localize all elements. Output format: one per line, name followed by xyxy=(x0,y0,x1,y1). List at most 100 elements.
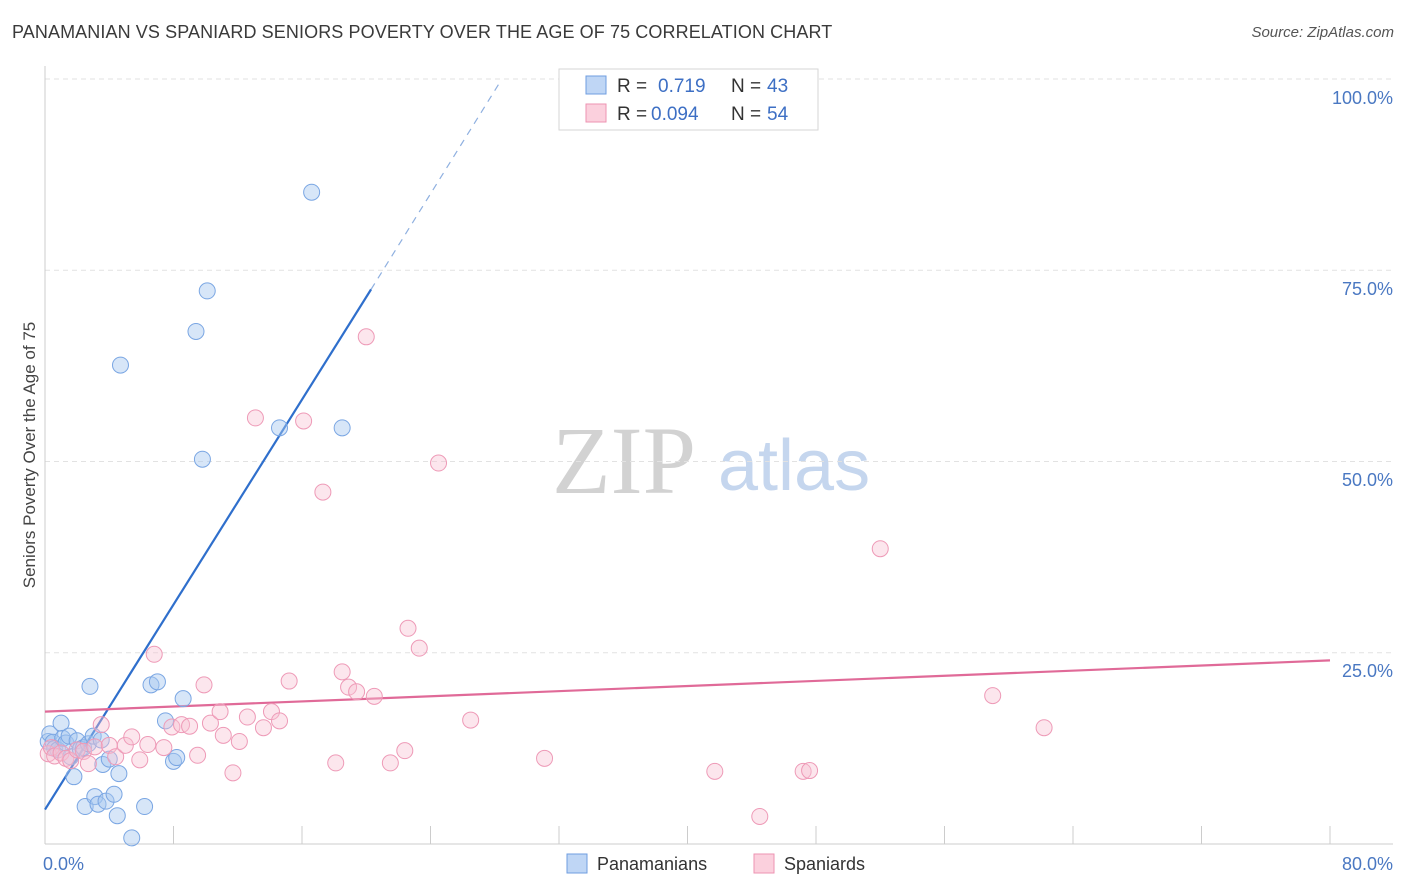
spaniards-point xyxy=(62,752,80,770)
spaniards-point xyxy=(984,687,1002,705)
panamanians-point xyxy=(52,714,70,732)
spaniards-point xyxy=(314,483,332,501)
panamanians-point xyxy=(333,419,351,437)
spaniards-point xyxy=(462,711,480,729)
panamanians-point xyxy=(198,282,216,300)
spaniards-point xyxy=(145,645,163,663)
spaniards-point xyxy=(348,683,366,701)
spaniards-point xyxy=(271,712,289,730)
spaniards-point xyxy=(365,687,383,705)
spaniards-point xyxy=(327,754,345,772)
spaniards-point xyxy=(211,703,229,721)
y-tick-label: 75.0% xyxy=(1342,279,1393,299)
panamanians-point xyxy=(105,785,123,803)
spaniards-point xyxy=(79,755,97,773)
panamanians-point xyxy=(168,749,186,767)
panamanians-point xyxy=(108,807,126,825)
spaniards-point xyxy=(155,739,173,757)
panamanians-point xyxy=(81,677,99,695)
spaniards-point xyxy=(254,719,272,737)
spaniards-point xyxy=(230,732,248,750)
spaniards-point xyxy=(68,741,86,759)
spaniards-point xyxy=(357,328,375,346)
spaniards-point xyxy=(399,619,417,637)
spaniards-point xyxy=(181,717,199,735)
trend-lines xyxy=(44,82,1331,811)
panamanians-point xyxy=(156,712,174,730)
source-credit: Source: ZipAtlas.com xyxy=(1251,24,1394,41)
spaniards-point xyxy=(340,678,358,696)
spaniards-point xyxy=(92,716,110,734)
spaniards-point xyxy=(295,412,313,430)
spaniards-point xyxy=(396,742,414,760)
tick-labels: 100.0% 75.0% 50.0% 25.0% 0.0% 80.0% xyxy=(43,88,1393,874)
panamanians-swatch xyxy=(585,75,607,95)
y-tick-label: 100.0% xyxy=(1332,88,1393,108)
panamanians-point xyxy=(100,750,118,768)
y-tick-label: 50.0% xyxy=(1342,470,1393,490)
spaniards-point xyxy=(751,807,769,825)
panamanians-point xyxy=(148,673,166,691)
y-tick-label: 25.0% xyxy=(1342,661,1393,681)
axes xyxy=(44,66,1393,845)
spaniards-point xyxy=(238,708,256,726)
panamanians-trend-line xyxy=(44,288,373,811)
legend-panamanians-swatch xyxy=(566,853,588,874)
spaniards-point xyxy=(1035,719,1053,737)
spaniards-point xyxy=(214,726,232,744)
legend-n-value-1: 43 xyxy=(767,76,788,97)
gridlines xyxy=(45,78,1393,654)
spaniards-point xyxy=(536,749,554,767)
panamanians-point xyxy=(65,768,83,786)
spaniards-point xyxy=(430,454,448,472)
spaniards-point xyxy=(794,762,812,780)
legend-r-label-1: R = xyxy=(617,76,647,97)
spaniards-point xyxy=(139,736,157,754)
spaniards-point xyxy=(280,672,298,690)
spaniards-point xyxy=(123,728,141,746)
legend-n-label-2: N = xyxy=(731,104,761,125)
legend-spaniards-swatch xyxy=(753,853,775,874)
spaniards-point xyxy=(871,540,889,558)
spaniards-point xyxy=(224,764,242,782)
panamanians-point xyxy=(174,690,192,708)
legend-n-label-1: N = xyxy=(731,76,761,97)
panamanians-point xyxy=(303,183,321,201)
spaniards-point xyxy=(333,663,351,681)
spaniards-trend-line xyxy=(44,659,1331,713)
spaniards-swatch xyxy=(585,103,607,123)
spaniards-point xyxy=(201,714,219,732)
series-legend: Panamanians Spaniards xyxy=(566,853,865,874)
spaniards-point xyxy=(189,746,207,764)
legend-spaniards-label: Spaniards xyxy=(784,854,865,874)
panamanians-point xyxy=(110,765,128,783)
legend-r-value-2: 0.094 xyxy=(651,104,699,125)
panamanians-point xyxy=(60,727,78,745)
panamanians-point xyxy=(187,322,205,340)
legend-r-value-1: 0.719 xyxy=(658,76,706,97)
spaniards-point xyxy=(107,748,125,766)
spaniards-point xyxy=(86,738,104,756)
panamanians-point xyxy=(193,450,211,468)
panamanians-point xyxy=(111,356,129,374)
spaniards-point xyxy=(195,676,213,694)
spaniards-point xyxy=(410,639,428,657)
panamanians-point xyxy=(136,798,154,816)
panamanians-point xyxy=(54,729,72,747)
chart-title: PANAMANIAN VS SPANIARD SENIORS POVERTY O… xyxy=(12,22,833,42)
spaniards-point xyxy=(801,762,819,780)
stats-legend: R = 0.719 N = 43 R = 0.094 N = 54 xyxy=(558,68,819,131)
spaniards-point xyxy=(706,762,724,780)
panamanians-point xyxy=(123,829,141,847)
legend-panamanians-label: Panamanians xyxy=(597,854,707,874)
spaniards-point xyxy=(116,736,134,754)
legend-n-value-2: 54 xyxy=(767,104,789,125)
spaniards-points xyxy=(39,328,1053,825)
panamanians-trend-extension xyxy=(370,82,501,290)
watermark-zip: ZIP xyxy=(552,407,696,514)
x-tick-label-min: 0.0% xyxy=(43,854,84,874)
x-tick-label-max: 80.0% xyxy=(1342,854,1393,874)
legend-r-label-2: R = xyxy=(617,104,647,125)
panamanians-point xyxy=(271,419,289,437)
